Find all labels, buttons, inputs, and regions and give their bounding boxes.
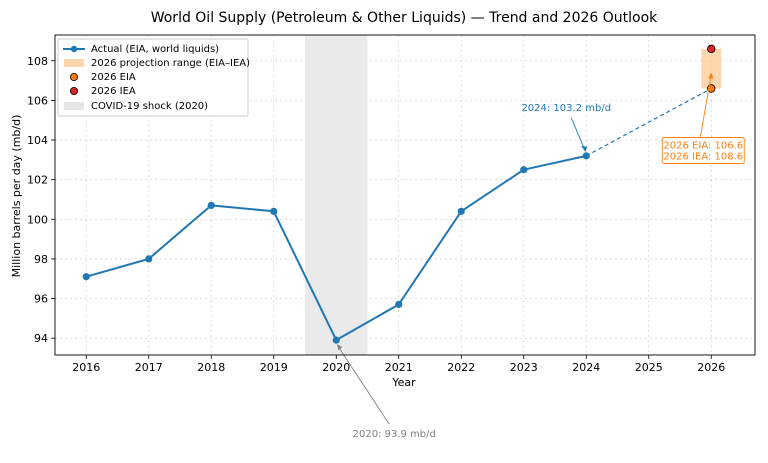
annotation-2026-eia: 2026 EIA: 106.6 (663, 140, 743, 151)
actual-point-2021 (395, 300, 403, 309)
actual-point-2016 (82, 273, 90, 281)
legend-item-range: 2026 projection range (EIA–IEA) (64, 58, 250, 69)
legend-label-shock: COVID-19 shock (2020) (91, 101, 208, 112)
annotation-2024-arrowhead (581, 145, 588, 152)
y-tick-label: 102 (27, 174, 48, 187)
legend: Actual (EIA, world liquids) 2026 project… (57, 38, 250, 117)
actual-point-2017 (145, 255, 153, 263)
legend-item-actual: Actual (EIA, world liquids) (63, 44, 219, 55)
y-axis-label: Million barrels per day (mb/d) (10, 115, 23, 278)
legend-label-iea: 2026 IEA (91, 86, 136, 97)
x-tick-label: 2023 (510, 361, 538, 374)
actual-point-2020 (332, 336, 340, 344)
annotation-2020-arrow (336, 344, 390, 425)
annotation-2020: 2020: 93.9 mb/d (353, 429, 436, 440)
annotation-2026-arrow (699, 74, 712, 138)
legend-eia-marker (70, 73, 79, 82)
y-tick-label: 108 (27, 55, 48, 68)
annotation-2020-arrowhead (337, 344, 343, 351)
y-tick-label: 96 (34, 293, 48, 306)
actual-point-2024 (582, 152, 590, 160)
x-tick-label: 2024 (572, 361, 600, 374)
annotation-2026-arrowhead (708, 72, 714, 79)
projection-dashed-line (585, 87, 712, 157)
covid-shock-band (305, 35, 368, 355)
y-tick-label: 100 (27, 213, 48, 226)
annotation-2024-arrow (570, 117, 586, 152)
legend-item-eia: 2026 EIA (70, 72, 136, 83)
chart-title: World Oil Supply (Petroleum & Other Liqu… (151, 10, 658, 26)
annotation-2026-box (661, 137, 745, 164)
legend-box (57, 38, 249, 117)
legend-item-shock: COVID-19 shock (2020) (64, 101, 208, 112)
x-tick-label: 2019 (260, 361, 288, 374)
legend-label-eia: 2026 EIA (91, 72, 136, 83)
y-tick-label: 94 (34, 332, 48, 345)
legend-label-actual: Actual (EIA, world liquids) (91, 44, 219, 55)
y-tick-label: 106 (27, 94, 48, 107)
x-tick-label: 2022 (447, 361, 475, 374)
legend-item-iea: 2026 IEA (70, 86, 136, 97)
actual-point-2018 (207, 201, 215, 210)
y-tick-label: 98 (34, 253, 48, 266)
x-tick-label: 2026 (697, 361, 725, 374)
actual-point-2019 (270, 207, 278, 215)
actual-point-2022 (457, 207, 465, 215)
legend-range-swatch (64, 59, 84, 67)
x-tick-label: 2018 (197, 361, 225, 374)
y-tick-label: 104 (27, 134, 48, 147)
legend-actual-marker (70, 45, 78, 53)
legend-shock-swatch (64, 102, 84, 110)
annotation-2024: 2024: 103.2 mb/d (521, 103, 611, 114)
x-tick-label: 2021 (385, 361, 413, 374)
annotation-2026-iea: 2026 IEA: 108.6 (663, 151, 743, 162)
iea-2026-point (707, 44, 716, 54)
legend-label-range: 2026 projection range (EIA–IEA) (91, 58, 250, 69)
legend-iea-marker (70, 87, 79, 96)
x-tick-label: 2017 (135, 361, 163, 374)
x-tick-label: 2016 (72, 361, 100, 374)
x-tick-label: 2025 (635, 361, 663, 374)
plot-frame (54, 34, 756, 356)
x-axis-label: Year (391, 376, 416, 389)
x-tick-label: 2020 (322, 361, 350, 374)
actual-point-2023 (520, 166, 528, 174)
projection-range-band (701, 48, 722, 89)
